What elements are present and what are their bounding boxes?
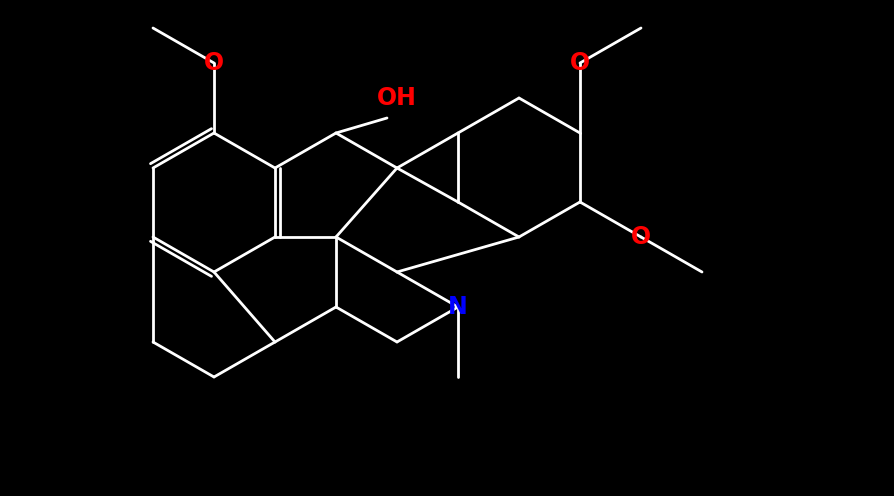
Text: O: O (631, 225, 651, 249)
Text: OH: OH (377, 86, 417, 110)
Text: O: O (570, 51, 590, 75)
Text: N: N (448, 295, 468, 319)
Text: O: O (204, 51, 224, 75)
